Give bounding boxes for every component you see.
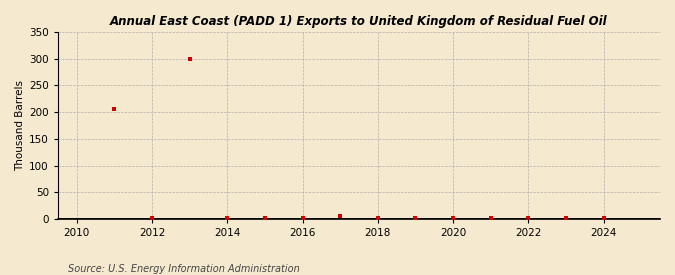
Point [410, 216, 421, 221]
Point [297, 216, 308, 220]
Point [448, 216, 458, 221]
Point [485, 216, 496, 221]
Point [560, 216, 571, 220]
Text: Source: U.S. Energy Information Administration: Source: U.S. Energy Information Administ… [68, 264, 299, 274]
Point [259, 216, 270, 221]
Title: Annual East Coast (PADD 1) Exports to United Kingdom of Residual Fuel Oil: Annual East Coast (PADD 1) Exports to Un… [110, 15, 608, 28]
Point [222, 216, 233, 221]
Point [598, 216, 609, 221]
Point [146, 216, 157, 221]
Point [523, 216, 534, 220]
Point [184, 56, 195, 61]
Y-axis label: Thousand Barrels: Thousand Barrels [15, 80, 25, 171]
Point [109, 107, 119, 112]
Point [335, 214, 346, 219]
Point [373, 216, 383, 221]
